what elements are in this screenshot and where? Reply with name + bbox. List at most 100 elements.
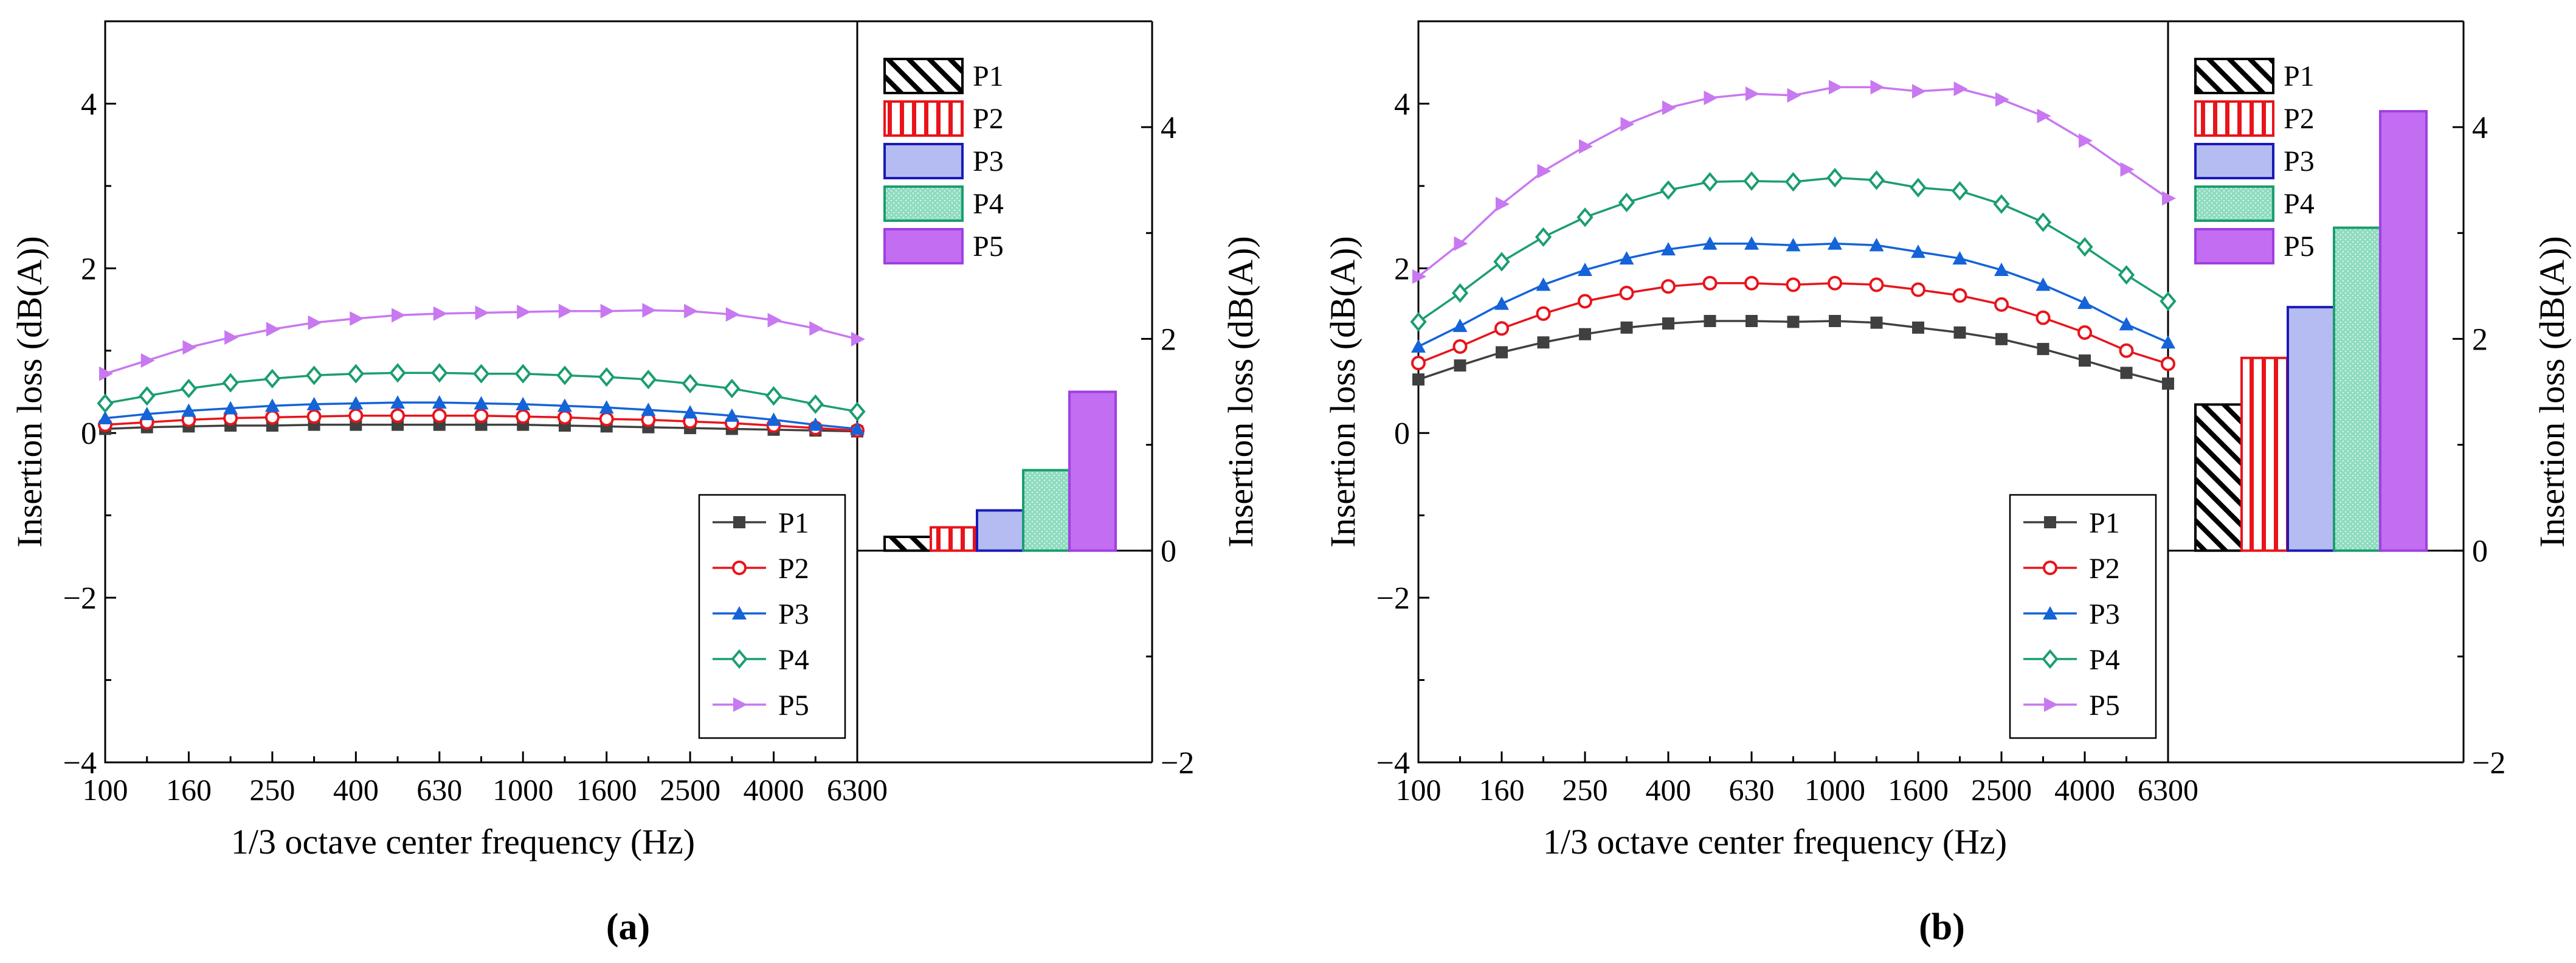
- legend-label: P4: [778, 644, 809, 676]
- x-tick-label: 100: [1396, 773, 1442, 807]
- x-tick-label: 4000: [744, 773, 804, 807]
- data-point: [1619, 285, 1634, 300]
- x-tick-label: 400: [1646, 773, 1691, 807]
- data-point: [1576, 207, 1594, 227]
- data-point: [1620, 321, 1633, 334]
- bar-p1: [883, 536, 932, 552]
- legend-label: P2: [2089, 553, 2120, 585]
- x-axis-label: 1/3 octave center frequency (Hz): [231, 822, 695, 861]
- data-point: [266, 322, 280, 337]
- data-point: [348, 396, 364, 410]
- series-p2: [98, 408, 865, 438]
- data-point: [2079, 133, 2093, 148]
- bar-y-axis-label: Insertion loss (dB(A)): [2532, 236, 2572, 547]
- data-point: [1411, 356, 1426, 371]
- data-point: [1494, 321, 1509, 336]
- data-point: [1784, 172, 1802, 192]
- bar-legend-swatch: [883, 228, 964, 264]
- data-point: [514, 364, 531, 384]
- series-p1: [1412, 315, 2174, 390]
- x-tick-label: 630: [416, 773, 462, 807]
- data-point: [2036, 310, 2051, 325]
- data-point: [1536, 277, 1551, 291]
- legend-marker: [2044, 516, 2056, 528]
- y-tick-label: 0: [1394, 416, 1410, 451]
- x-tick-label: 250: [249, 773, 295, 807]
- data-point: [1870, 80, 1885, 95]
- data-point: [308, 315, 322, 330]
- x-tick-label: 160: [1479, 773, 1525, 807]
- bar-legend-label: P5: [2284, 230, 2315, 263]
- bar-legend-swatch: [2194, 100, 2274, 137]
- data-point: [1995, 333, 2008, 345]
- x-tick-label: 250: [1563, 773, 1608, 807]
- x-tick-label: 1000: [1804, 773, 1865, 807]
- data-point: [474, 396, 489, 410]
- data-point: [851, 331, 865, 347]
- series-line: [1418, 320, 2169, 385]
- y-tick-label: 0: [81, 416, 97, 451]
- data-point: [474, 408, 489, 423]
- data-point: [849, 401, 866, 422]
- data-point: [1578, 263, 1592, 277]
- data-point: [683, 405, 698, 419]
- data-point: [682, 373, 699, 394]
- panel-label: (a): [606, 906, 650, 948]
- data-point: [599, 412, 614, 427]
- data-point: [180, 378, 198, 399]
- data-point: [1787, 316, 1800, 328]
- data-point: [182, 340, 197, 355]
- data-point: [2162, 191, 2176, 206]
- data-point: [1537, 164, 1552, 179]
- bar-y-tick-label: 2: [1161, 322, 1176, 357]
- series-p5: [99, 303, 865, 381]
- data-point: [516, 396, 531, 410]
- x-tick-label: 630: [1729, 773, 1775, 807]
- data-point: [432, 408, 447, 423]
- data-point: [724, 408, 739, 422]
- data-point: [641, 402, 656, 416]
- data-point: [1828, 275, 1842, 291]
- x-tick-label: 1600: [1888, 773, 1949, 807]
- data-point: [2037, 108, 2051, 123]
- data-point: [1412, 269, 1426, 284]
- x-tick-label: 160: [166, 773, 212, 807]
- data-point: [475, 305, 489, 320]
- data-point: [2119, 343, 2134, 358]
- y-tick-label: 2: [1394, 252, 1410, 286]
- panel-label: (b): [1919, 906, 1965, 948]
- data-point: [2119, 317, 2134, 331]
- data-point: [1786, 238, 1801, 252]
- data-point: [139, 407, 154, 421]
- legend-label: P3: [778, 598, 809, 630]
- bar-p4: [1022, 469, 1071, 552]
- data-point: [1869, 238, 1884, 252]
- data-point: [2077, 295, 2092, 309]
- legend-label: P5: [778, 689, 809, 722]
- data-point: [1746, 86, 1759, 102]
- series-p4: [1410, 168, 2177, 332]
- data-point: [1537, 336, 1550, 349]
- data-point: [1661, 242, 1676, 256]
- data-point: [433, 306, 447, 321]
- y-tick-label: 2: [81, 252, 97, 286]
- data-point: [1454, 236, 1468, 251]
- data-point: [684, 303, 699, 319]
- bar-p1: [2194, 403, 2243, 552]
- data-point: [809, 321, 824, 336]
- data-point: [1952, 251, 1967, 265]
- data-point: [472, 364, 490, 384]
- data-point: [1994, 263, 2009, 277]
- series-p2: [1411, 275, 2175, 371]
- data-point: [1454, 359, 1466, 372]
- bar-p5: [2379, 110, 2428, 552]
- data-point: [767, 312, 782, 328]
- data-point: [1702, 236, 1718, 250]
- data-point: [1868, 170, 1885, 190]
- legend-label: P1: [778, 507, 809, 539]
- data-point: [2120, 367, 2133, 379]
- data-point: [1620, 117, 1635, 132]
